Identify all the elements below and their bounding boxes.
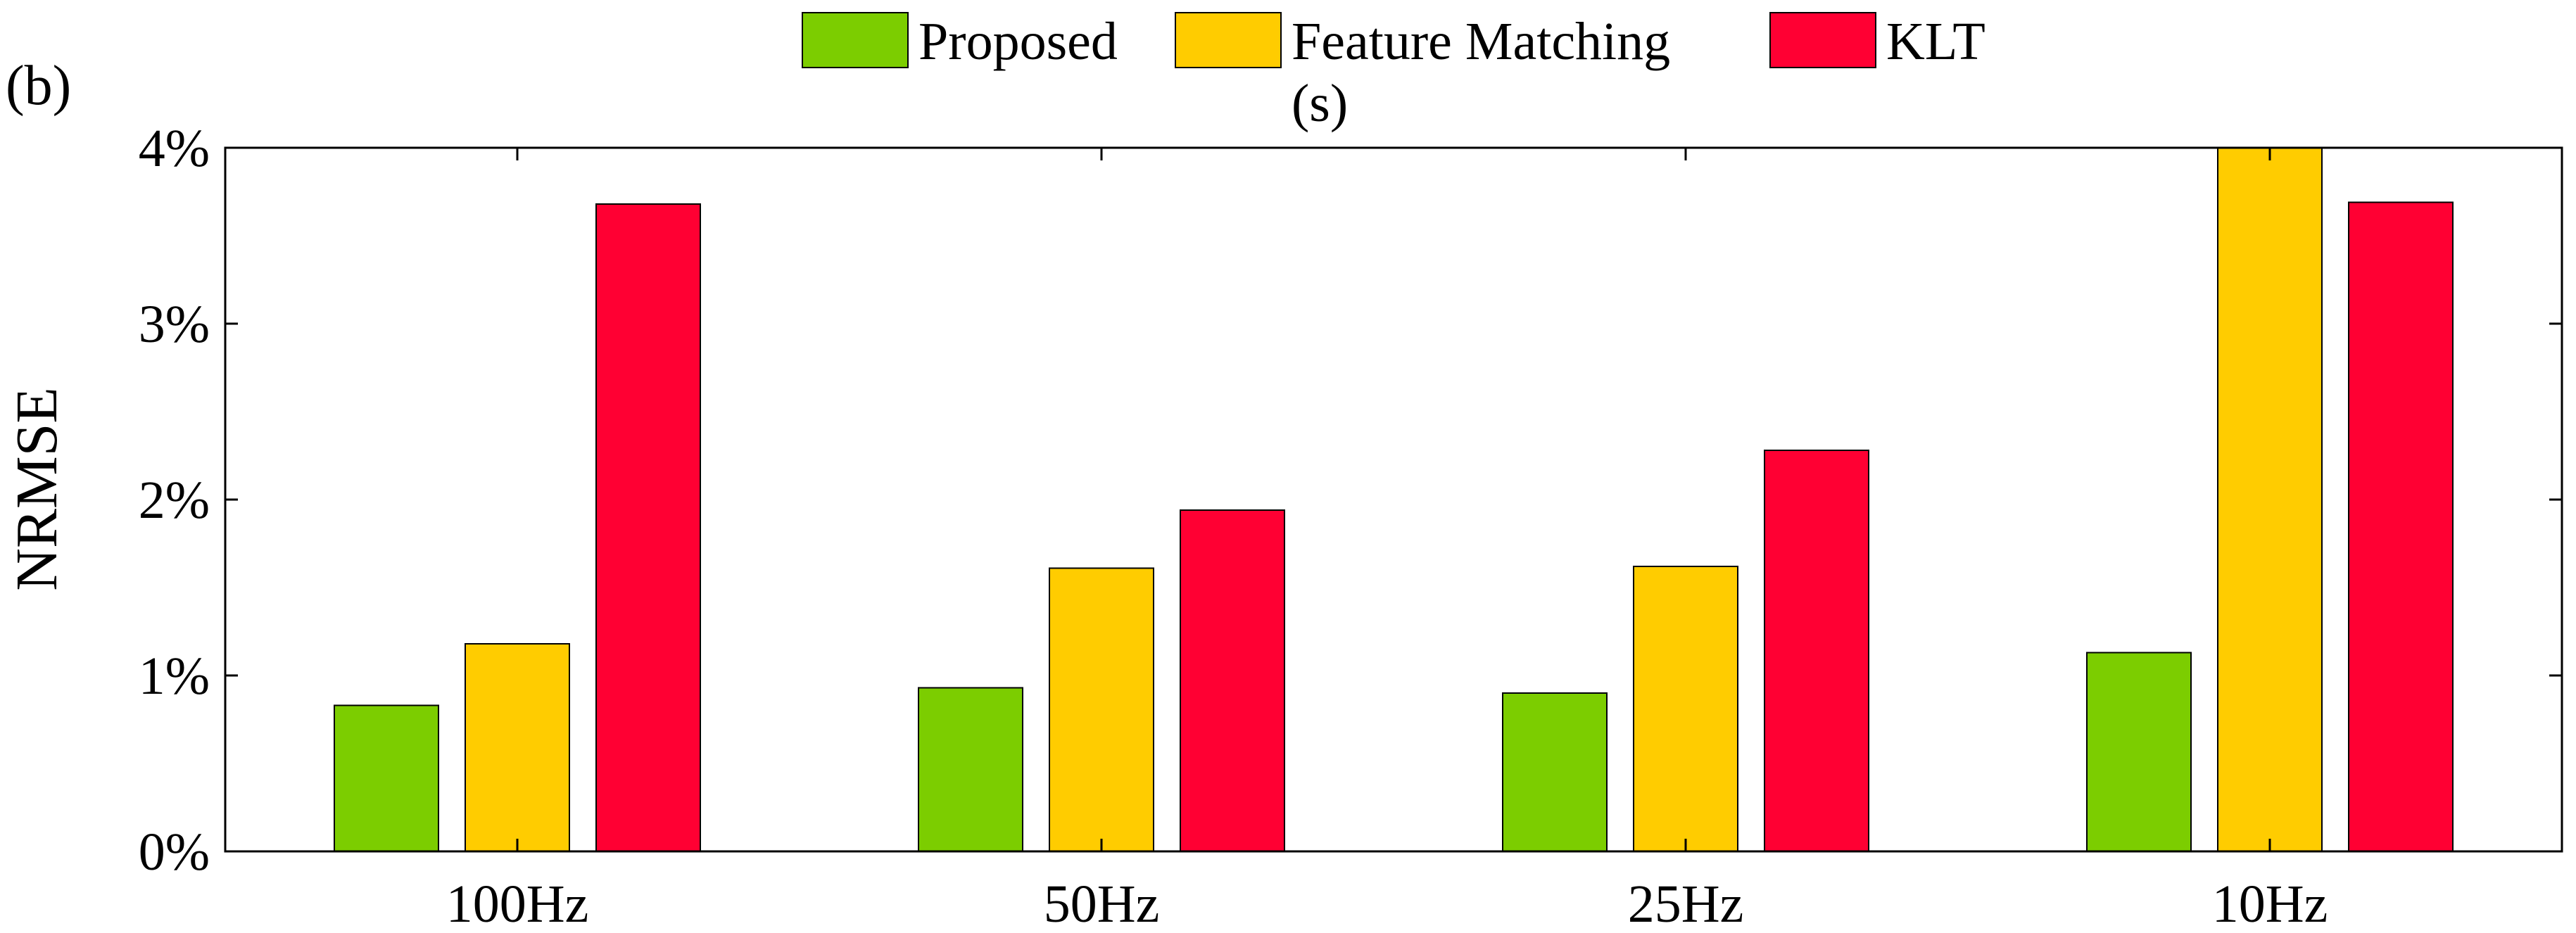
- axis-ticks: [225, 146, 2562, 853]
- plot-frame: [224, 146, 2563, 853]
- legend-label: KLT: [1886, 12, 1985, 71]
- bar-feature-matching-10hz: [2217, 147, 2323, 852]
- x-tick-label: 10Hz: [2212, 875, 2328, 933]
- bars-group: [334, 147, 2454, 852]
- x-tick-label: 100Hz: [446, 875, 589, 933]
- y-tick-label: 3%: [139, 295, 210, 354]
- panel-label: (b): [6, 55, 71, 117]
- legend-swatch: [802, 12, 909, 68]
- legend-label: Proposed: [918, 12, 1118, 71]
- y-tick-label: 0%: [139, 823, 210, 882]
- bar-klt-10hz: [2348, 201, 2454, 852]
- bar-klt-25hz: [1764, 450, 1869, 852]
- y-tick-label: 1%: [139, 647, 210, 706]
- x-tick-label: 50Hz: [1044, 875, 1160, 933]
- x-tick-label: 25Hz: [1628, 875, 1744, 933]
- bar-feature-matching-25hz: [1633, 566, 1738, 852]
- y-axis-label: NRMSE: [4, 387, 70, 590]
- bar-proposed-100hz: [334, 704, 439, 852]
- bar-proposed-10hz: [2086, 652, 2192, 852]
- legend-swatch: [1175, 12, 1282, 68]
- bar-klt-100hz: [595, 203, 701, 852]
- y-tick-label: 2%: [139, 471, 210, 530]
- x-tick-labels: 100Hz 50Hz 25Hz 10Hz: [446, 875, 2328, 933]
- legend-swatch: [1769, 12, 1876, 68]
- bar-feature-matching-50hz: [1049, 567, 1154, 852]
- legend-label: Feature Matching: [1292, 12, 1670, 71]
- bar-proposed-50hz: [918, 687, 1023, 852]
- bar-klt-50hz: [1180, 509, 1285, 852]
- legend: Proposed Feature Matching(s) KLT: [802, 12, 1985, 133]
- y-tick-labels: 0% 1% 2% 3% 4%: [139, 119, 210, 882]
- bar-feature-matching-100hz: [465, 643, 570, 852]
- y-tick-label: 4%: [139, 119, 210, 178]
- bar-proposed-25hz: [1502, 692, 1608, 852]
- legend-label: (s): [1292, 74, 1348, 133]
